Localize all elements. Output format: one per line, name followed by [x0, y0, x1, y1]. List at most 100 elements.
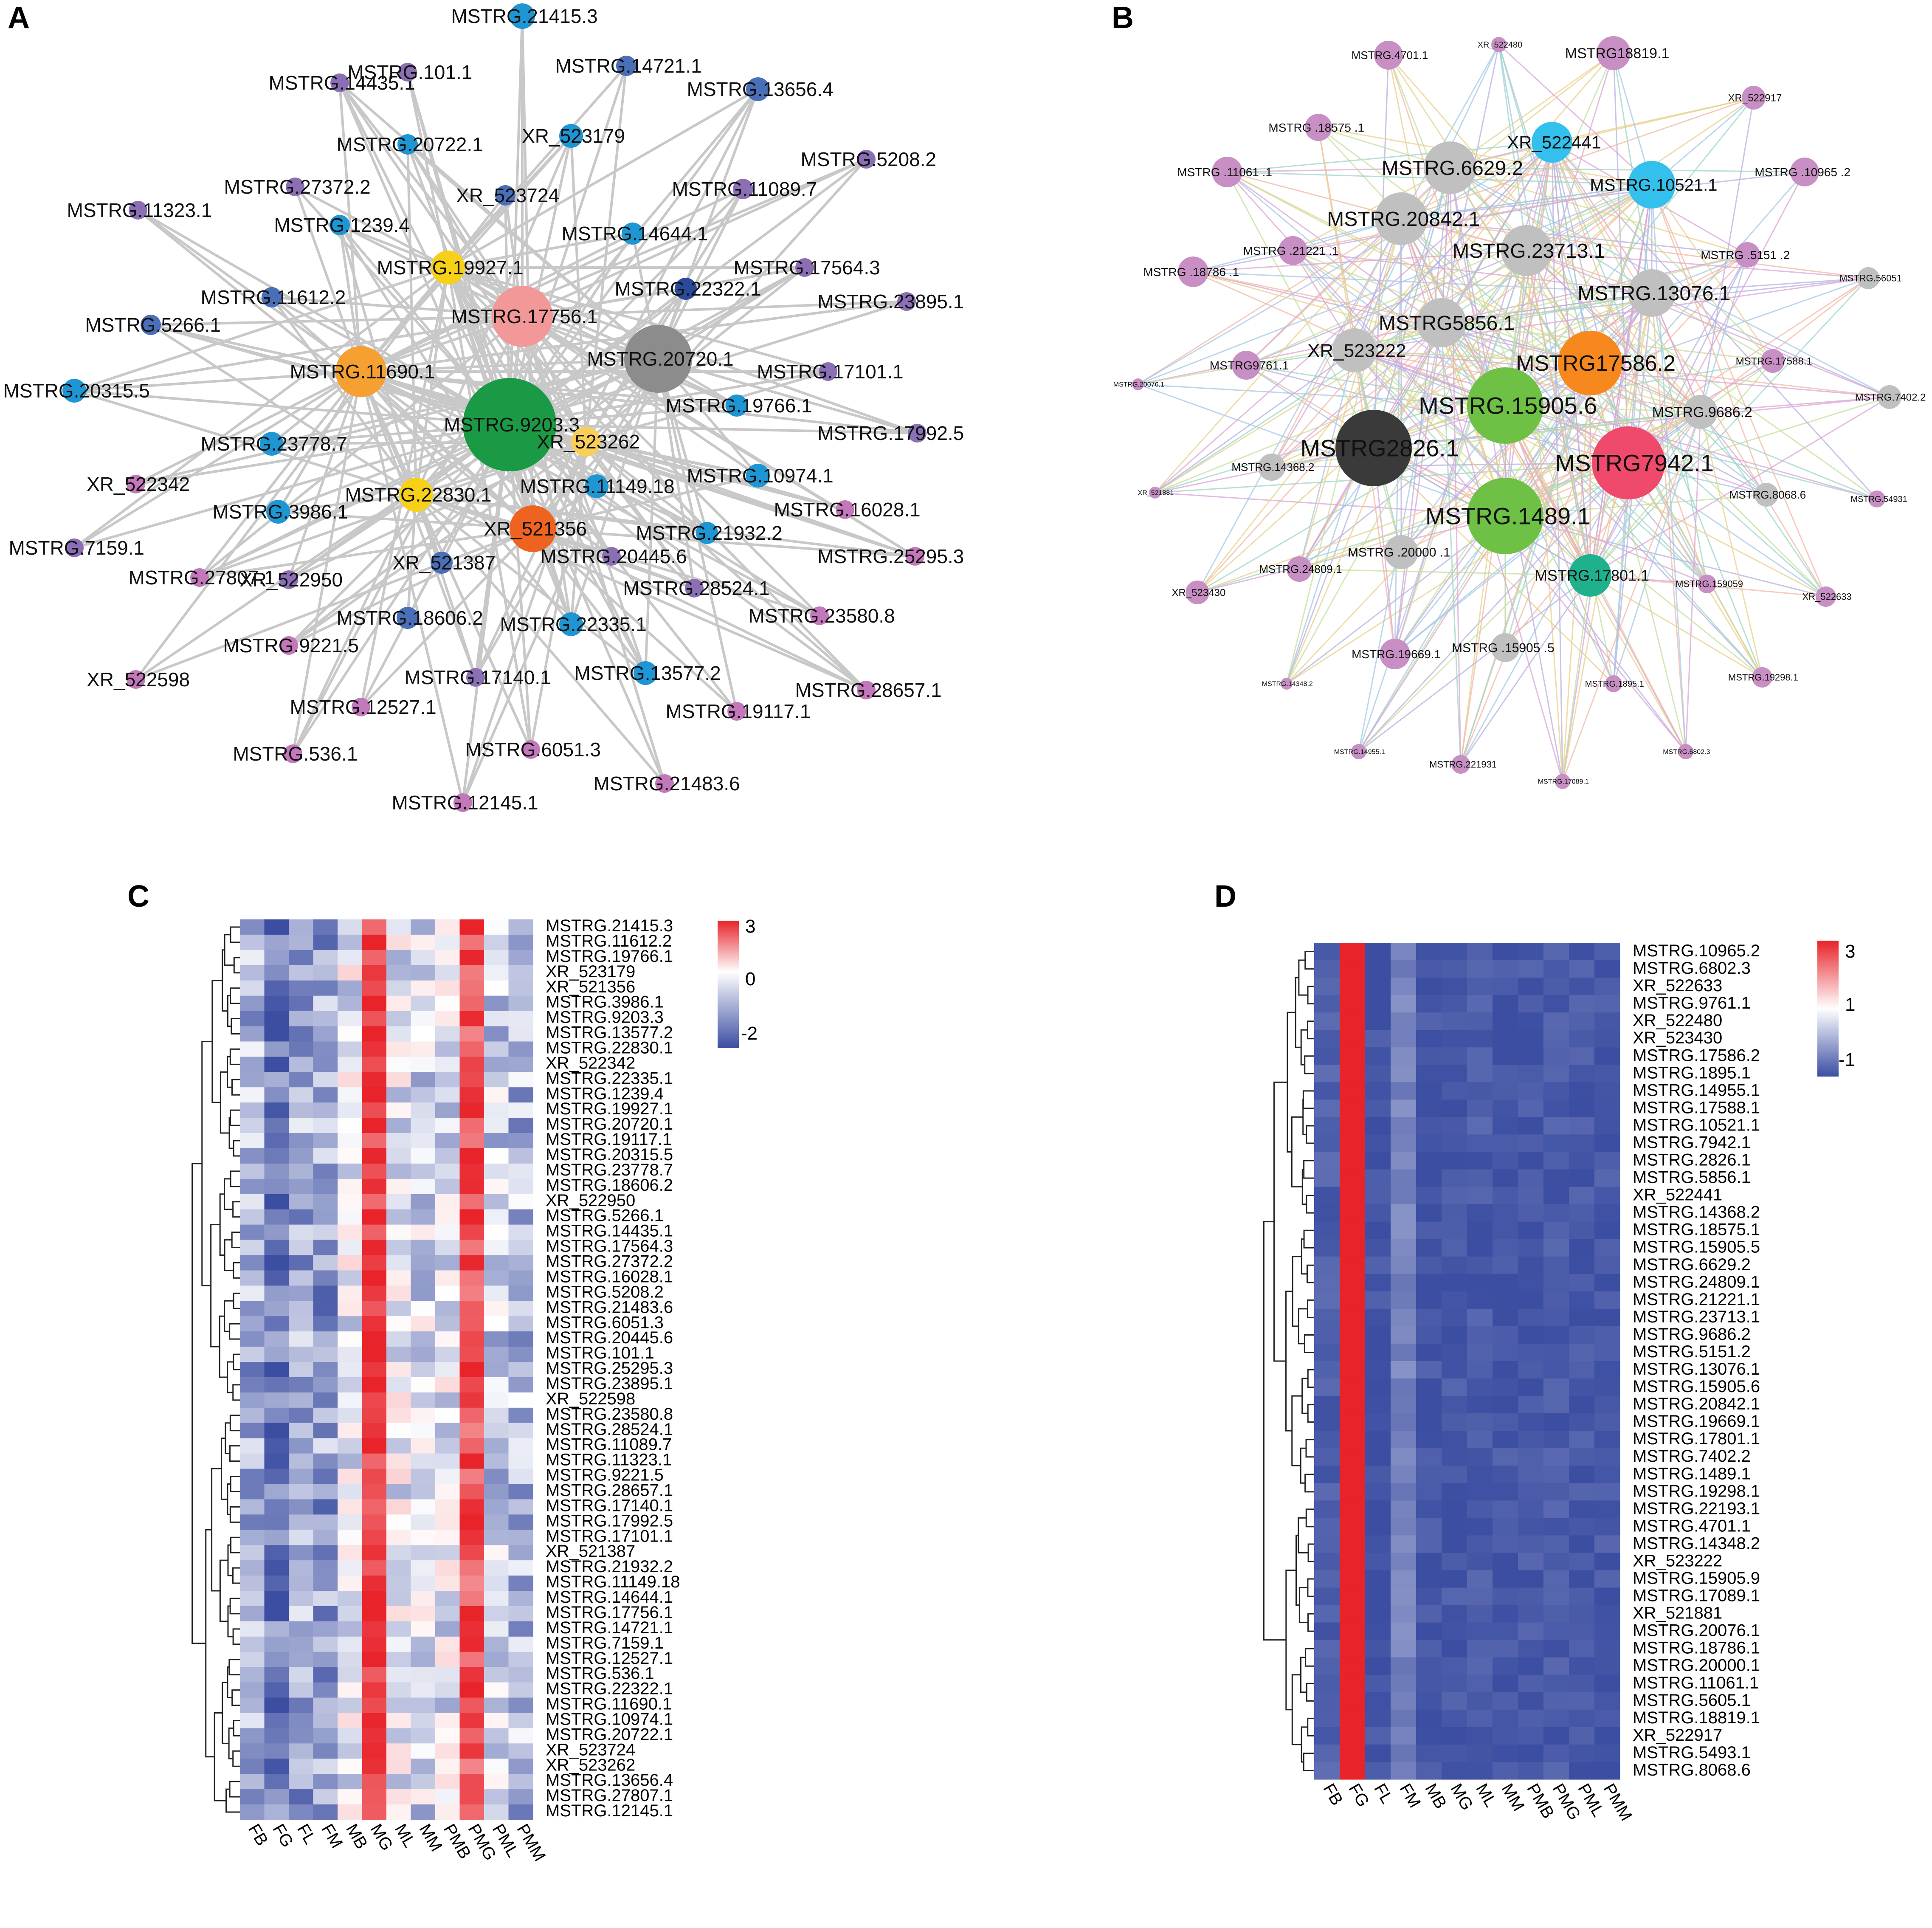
heatD-cell [1365, 1692, 1391, 1710]
heatC-cell [240, 1576, 265, 1591]
heatD-cell [1416, 1117, 1442, 1135]
heatC-cell [411, 1530, 436, 1545]
network-a-edge [150, 315, 523, 326]
heatD-cell [1543, 1674, 1569, 1693]
heatC-dendrogram-branch [233, 1292, 240, 1309]
heatC-cell [435, 1636, 460, 1652]
heatD-cell [1594, 1047, 1620, 1065]
heatC-cell [411, 1316, 436, 1332]
network-a-node-circle [279, 636, 298, 655]
heatD-cell [1493, 1361, 1518, 1379]
network-b-edge [1138, 322, 1442, 385]
heatC-cell [338, 1285, 363, 1301]
network-a-node-mstrg-9203-3: MSTRG.9203.3 [444, 378, 580, 471]
heatC-cell [313, 1484, 338, 1500]
heatC-cell [386, 1789, 411, 1805]
heatC-cell [386, 1163, 411, 1179]
heatC-cell [289, 995, 314, 1012]
heatC-cell [435, 1316, 460, 1332]
heatC-row-label: MSTRG.21932.2 [546, 1557, 673, 1576]
heatD-cell [1467, 1378, 1493, 1396]
heatC-cell [484, 1041, 509, 1057]
heatD-row-label: MSTRG.15905.9 [1633, 1569, 1760, 1588]
heatC-row-label: MSTRG.23778.7 [546, 1161, 673, 1179]
heatD-cell [1442, 1674, 1467, 1693]
network-b-node-mstrg18819-1: MSTRG18819.1 [1565, 36, 1669, 70]
heatC-cell [508, 1377, 533, 1393]
heatC-cell [264, 1682, 289, 1698]
heatC-cell [264, 1804, 289, 1820]
heatD-cell [1365, 1657, 1391, 1675]
heatD-cell [1543, 978, 1569, 995]
heatC-cell [289, 1331, 314, 1347]
heatD-cell [1340, 1256, 1366, 1274]
heatD-cell [1442, 1169, 1467, 1187]
heatD-cell [1594, 978, 1620, 995]
heatD-cell [1594, 1187, 1620, 1205]
network-b-edge [1505, 277, 1869, 406]
heatC-cell [313, 950, 338, 966]
heatD-cell [1340, 1692, 1366, 1710]
network-b-edge [1589, 172, 1805, 576]
heatC-cell [386, 1469, 411, 1485]
heatD-cell [1467, 1622, 1493, 1640]
heatC-cell [386, 1591, 411, 1607]
network-a-node-label: MSTRG.27372.2 [224, 176, 371, 198]
network-a-edge [508, 16, 524, 425]
heatC-cell [459, 1774, 484, 1790]
heatC-cell [435, 1789, 460, 1805]
heatD-cell [1416, 1518, 1442, 1536]
network-a-edge [462, 441, 587, 803]
heatmap-d-row-labels: MSTRG.10965.2MSTRG.6802.3XR_522633MSTRG.… [1633, 941, 1760, 1779]
heatD-cell [1416, 960, 1442, 978]
heatD-cell [1314, 1674, 1340, 1693]
network-a-node-mstrg-28524-1: MSTRG.28524.1 [623, 577, 770, 599]
network-b-node-mstrg-17588-1: MSTRG.17588.1 [1736, 349, 1812, 373]
heatC-cell [264, 1514, 289, 1530]
heatC-cell [508, 1636, 533, 1652]
heatD-cell [1391, 1518, 1417, 1536]
heatD-cell [1442, 1239, 1467, 1257]
heatC-cell [459, 1133, 484, 1149]
network-a-node-label: XR_521356 [484, 518, 587, 540]
network-b-edge [1526, 250, 1877, 500]
heatD-row-label: XR_523222 [1633, 1551, 1722, 1570]
network-a-node-label: XR_523179 [522, 125, 625, 147]
heatC-cell [386, 1453, 411, 1469]
heatC-cell [508, 1591, 533, 1607]
heatC-cell [386, 1194, 411, 1210]
network-b-node-mstrg-19298-1: MSTRG.19298.1 [1728, 667, 1798, 688]
heatD-cell [1493, 1099, 1518, 1118]
heatC-dendrogram-branch [231, 1018, 240, 1034]
heatC-cell [484, 1118, 509, 1133]
heatC-cell [459, 1224, 484, 1240]
heatD-cell [1314, 1256, 1340, 1274]
network-a-node-label: MSTRG.23580.8 [749, 605, 895, 627]
heatC-cell [264, 1530, 289, 1545]
heatC-cell [289, 1392, 314, 1408]
heatD-cell [1314, 1291, 1340, 1309]
heatD-row-label: MSTRG.10965.2 [1633, 941, 1760, 960]
heatD-cell [1442, 1744, 1467, 1762]
heatC-cell [362, 1667, 387, 1683]
network-a-node-circle [810, 606, 829, 625]
heatC-cell [264, 1423, 289, 1439]
network-b-edge [1298, 250, 1527, 569]
heatC-cell [362, 1301, 387, 1316]
heatC-cell [264, 1469, 289, 1485]
network-a-node-mstrg-11612-2: MSTRG.11612.2 [201, 286, 346, 308]
heatD-cell [1594, 1291, 1620, 1309]
heatC-cell [313, 1148, 338, 1164]
heatD-cell [1442, 1518, 1467, 1536]
heatC-cell [338, 1469, 363, 1485]
heatC-cell [508, 1041, 533, 1057]
heatD-cell [1493, 1605, 1518, 1623]
heatD-cell [1442, 1466, 1467, 1483]
network-a-node-circle [897, 292, 916, 311]
heatC-cell [386, 1392, 411, 1408]
heatC-cell [289, 1072, 314, 1088]
network-a-edge [508, 424, 532, 750]
heatD-cell [1340, 943, 1366, 961]
network-b-node-label: MSTRG.221931 [1429, 759, 1497, 770]
heatD-cell [1493, 1518, 1518, 1536]
